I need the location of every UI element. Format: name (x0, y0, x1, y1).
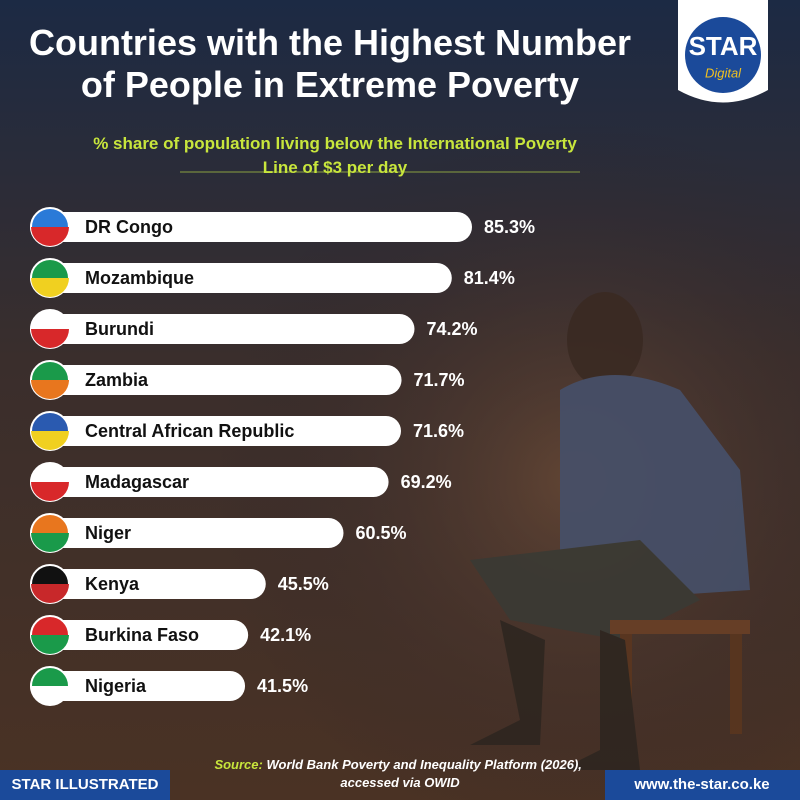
category-label: DR Congo (85, 217, 173, 237)
flag-band (31, 431, 69, 450)
category-label: Madagascar (85, 472, 189, 492)
bar (30, 518, 344, 548)
photo-figure (470, 292, 750, 770)
flag-band (31, 533, 69, 552)
footer-right-box (605, 770, 800, 800)
flag (30, 360, 70, 400)
flag-band (31, 329, 69, 348)
chart-subtitle: % share of population living below the I… (93, 134, 577, 177)
logo-subtext: Digital (705, 65, 742, 80)
category-label: Central African Republic (85, 421, 294, 441)
text-line: Countries with the Highest Number (29, 22, 631, 63)
bar (30, 467, 389, 497)
flag-band (31, 227, 69, 246)
flag (30, 564, 70, 604)
flag-band (31, 380, 69, 399)
flag (30, 207, 70, 247)
value-label: 71.6% (413, 421, 464, 441)
flag (30, 666, 70, 706)
text-line: % share of population living below the I… (93, 134, 577, 153)
text-line: of People in Extreme Poverty (81, 64, 579, 105)
flag (30, 513, 70, 553)
flag (30, 411, 70, 451)
flag-band (31, 686, 69, 705)
value-label: 69.2% (401, 472, 452, 492)
bar (30, 212, 472, 242)
source-text: World Bank Poverty and Inequality Platfo… (266, 757, 581, 772)
bars: DR Congo 85.3% Mozambique 81.4% Burundi 74.2%… (30, 207, 535, 706)
flag (30, 258, 70, 298)
value-label: 60.5% (355, 523, 406, 543)
logo: STAR Digital (678, 0, 768, 103)
value-label: 85.3% (484, 217, 535, 237)
flag-band (31, 635, 69, 654)
value-label: 41.5% (257, 676, 308, 696)
source: Source: World Bank Poverty and Inequalit… (214, 757, 585, 790)
category-label: Mozambique (85, 268, 194, 288)
value-label: 45.5% (278, 574, 329, 594)
source-label: Source: (214, 757, 262, 772)
flag (30, 615, 70, 655)
category-label: Nigeria (85, 676, 147, 696)
flag-band (31, 278, 69, 297)
bar (30, 620, 249, 650)
footer-left-box (0, 770, 170, 800)
value-label: 71.7% (414, 370, 465, 390)
bar (30, 314, 415, 344)
source-text-line: accessed via OWID (340, 775, 460, 790)
flag-band (31, 584, 69, 603)
flag (30, 462, 70, 502)
footer-left: STAR ILLUSTRATED (12, 776, 159, 793)
bar (30, 671, 246, 701)
flag (30, 309, 70, 349)
category-label: Burkina Faso (85, 625, 199, 645)
footer-right: www.the-star.co.ke (633, 776, 769, 793)
bar (30, 569, 266, 599)
value-label: 81.4% (464, 268, 515, 288)
value-label: 42.1% (260, 625, 311, 645)
category-label: Niger (85, 523, 131, 543)
category-label: Zambia (85, 370, 149, 390)
category-label: Kenya (85, 574, 140, 594)
bar (30, 416, 402, 446)
flag-band (31, 482, 69, 501)
chart-title: Countries with the Highest Number of Peop… (29, 22, 631, 105)
logo-text: STAR (689, 31, 758, 61)
bar (30, 263, 452, 293)
bar (30, 365, 402, 395)
category-label: Burundi (85, 319, 154, 339)
value-label: 74.2% (426, 319, 477, 339)
text-line: Line of $3 per day (263, 158, 408, 177)
